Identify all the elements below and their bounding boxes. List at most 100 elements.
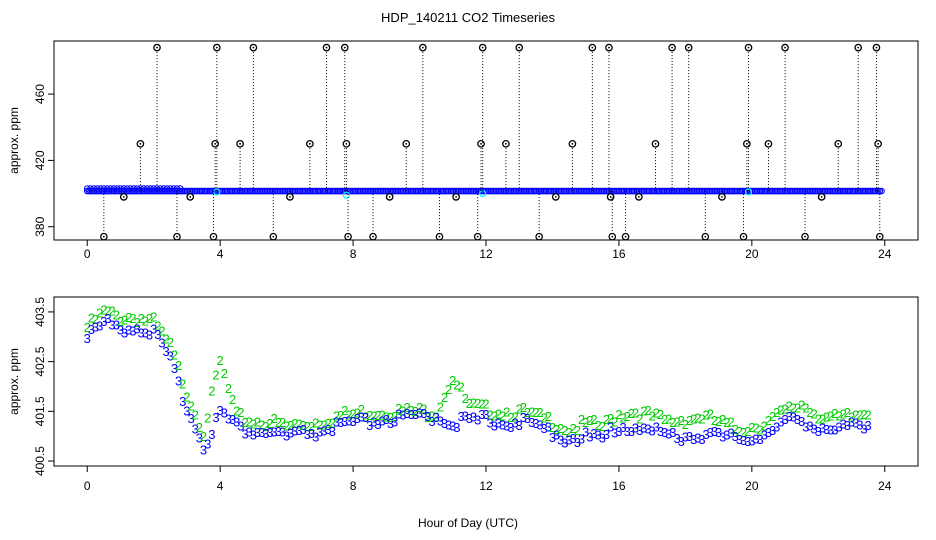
series-3-point: 3	[212, 410, 219, 425]
spike-point-center	[139, 142, 142, 145]
series-3-point: 3	[520, 410, 527, 425]
series-3-point: 3	[582, 424, 589, 439]
x-tick-label: 20	[745, 247, 759, 261]
series-2-point: 2	[765, 413, 772, 428]
series-3-point: 3	[441, 416, 448, 431]
series-3-point: 3	[117, 322, 124, 337]
x-tick-label: 24	[878, 479, 892, 493]
series-3-point: 3	[200, 443, 207, 458]
series-3-point: 3	[133, 322, 140, 337]
series-2-point: 2	[241, 415, 248, 430]
series-3-point: 3	[175, 374, 182, 389]
series-2-point: 2	[794, 400, 801, 415]
series-3-point: 3	[553, 428, 560, 443]
series-2-point: 2	[686, 413, 693, 428]
series-2-point: 2	[250, 417, 257, 432]
series-2-point: 2	[84, 320, 91, 335]
spike-point-center	[745, 142, 748, 145]
series-2-point: 2	[545, 409, 552, 424]
series-3-point: 3	[823, 422, 830, 437]
series-3-point: 3	[275, 424, 282, 439]
series-3-point: 3	[445, 418, 452, 433]
series-3-point: 3	[217, 403, 224, 418]
data-point	[150, 185, 157, 192]
series-2-point: 2	[254, 415, 261, 430]
series-2-point: 2	[204, 410, 211, 425]
spike-point-center	[215, 46, 218, 49]
series-3-point: 3	[349, 414, 356, 429]
series-2-point: 2	[308, 419, 315, 434]
series-3-point: 3	[487, 415, 494, 430]
series-2-point: 2	[349, 406, 356, 421]
series-3-point: 3	[142, 326, 149, 341]
series-3-point: 3	[665, 426, 672, 441]
data-point	[153, 185, 161, 192]
spike-point-center	[804, 235, 806, 238]
series-3-point: 3	[379, 413, 386, 428]
data-point	[97, 185, 104, 192]
series-3-point: 3	[470, 409, 477, 424]
x-tick-label: 16	[612, 247, 626, 261]
series-2-point: 2	[578, 412, 585, 427]
series-2-point: 2	[582, 415, 589, 430]
spike-point-center	[654, 142, 657, 145]
series-2-point: 2	[694, 410, 701, 425]
series-2-point: 2	[827, 408, 834, 423]
data-point	[110, 185, 118, 192]
series-2-point: 2	[133, 315, 140, 330]
series-2-point: 2	[167, 335, 174, 350]
spike-point-center	[343, 46, 346, 49]
series-3-point: 3	[250, 427, 257, 442]
series-2-point: 2	[661, 412, 668, 427]
series-3-point: 3	[312, 430, 319, 445]
series-3-point: 3	[499, 418, 506, 433]
y-tick-label: 420	[33, 150, 47, 170]
series-2-point: 2	[457, 380, 464, 395]
series-2-point: 2	[561, 423, 568, 438]
series-3-point: 3	[125, 322, 132, 337]
series-2-point: 2	[570, 421, 577, 436]
y-tick-label: 401.5	[33, 396, 47, 426]
series-2-point: 2	[300, 418, 307, 433]
series-3-point: 3	[682, 429, 689, 444]
data-point	[107, 185, 114, 192]
series-2-point: 2	[175, 358, 182, 373]
series-2-point: 2	[320, 418, 327, 433]
series-2-point: 2	[698, 412, 705, 427]
series-2-point: 2	[109, 304, 116, 319]
series-3-point: 3	[811, 422, 818, 437]
spike-point-center	[518, 46, 521, 49]
series-2-point: 2	[528, 405, 535, 420]
series-2-point: 2	[163, 332, 170, 347]
spike-point-center	[156, 46, 158, 49]
series-3-point: 3	[827, 422, 834, 437]
series-2-point: 2	[806, 405, 813, 420]
series-2-point: 2	[449, 373, 456, 388]
series-3-point: 3	[362, 410, 369, 425]
series-2-point: 2	[225, 381, 232, 396]
spike-point-center	[272, 235, 275, 238]
series-2-point: 2	[117, 314, 124, 329]
spike-point-center	[388, 195, 391, 198]
series-3-point: 3	[578, 432, 585, 447]
series-2-point: 2	[719, 412, 726, 427]
series-3-point: 3	[320, 423, 327, 438]
series-3-point: 3	[424, 409, 431, 424]
series-2-point: 2	[823, 409, 830, 424]
spike-point-center	[591, 46, 594, 49]
series-3-point: 3	[586, 429, 593, 444]
series-3-point: 3	[653, 419, 660, 434]
series-3-point: 3	[603, 427, 610, 442]
series-3-point: 3	[204, 436, 211, 451]
series-3-point: 3	[325, 422, 332, 437]
spike-point-center	[252, 46, 255, 49]
series-2-point: 2	[777, 402, 784, 417]
series-2-point: 2	[474, 396, 481, 411]
data-point	[117, 185, 124, 192]
series-3-point: 3	[570, 431, 577, 446]
series-3-point: 3	[291, 423, 298, 438]
series-2-point: 2	[287, 418, 294, 433]
series-3-point: 3	[412, 407, 419, 422]
series-3-point: 3	[333, 415, 340, 430]
series-3-point: 3	[561, 436, 568, 451]
